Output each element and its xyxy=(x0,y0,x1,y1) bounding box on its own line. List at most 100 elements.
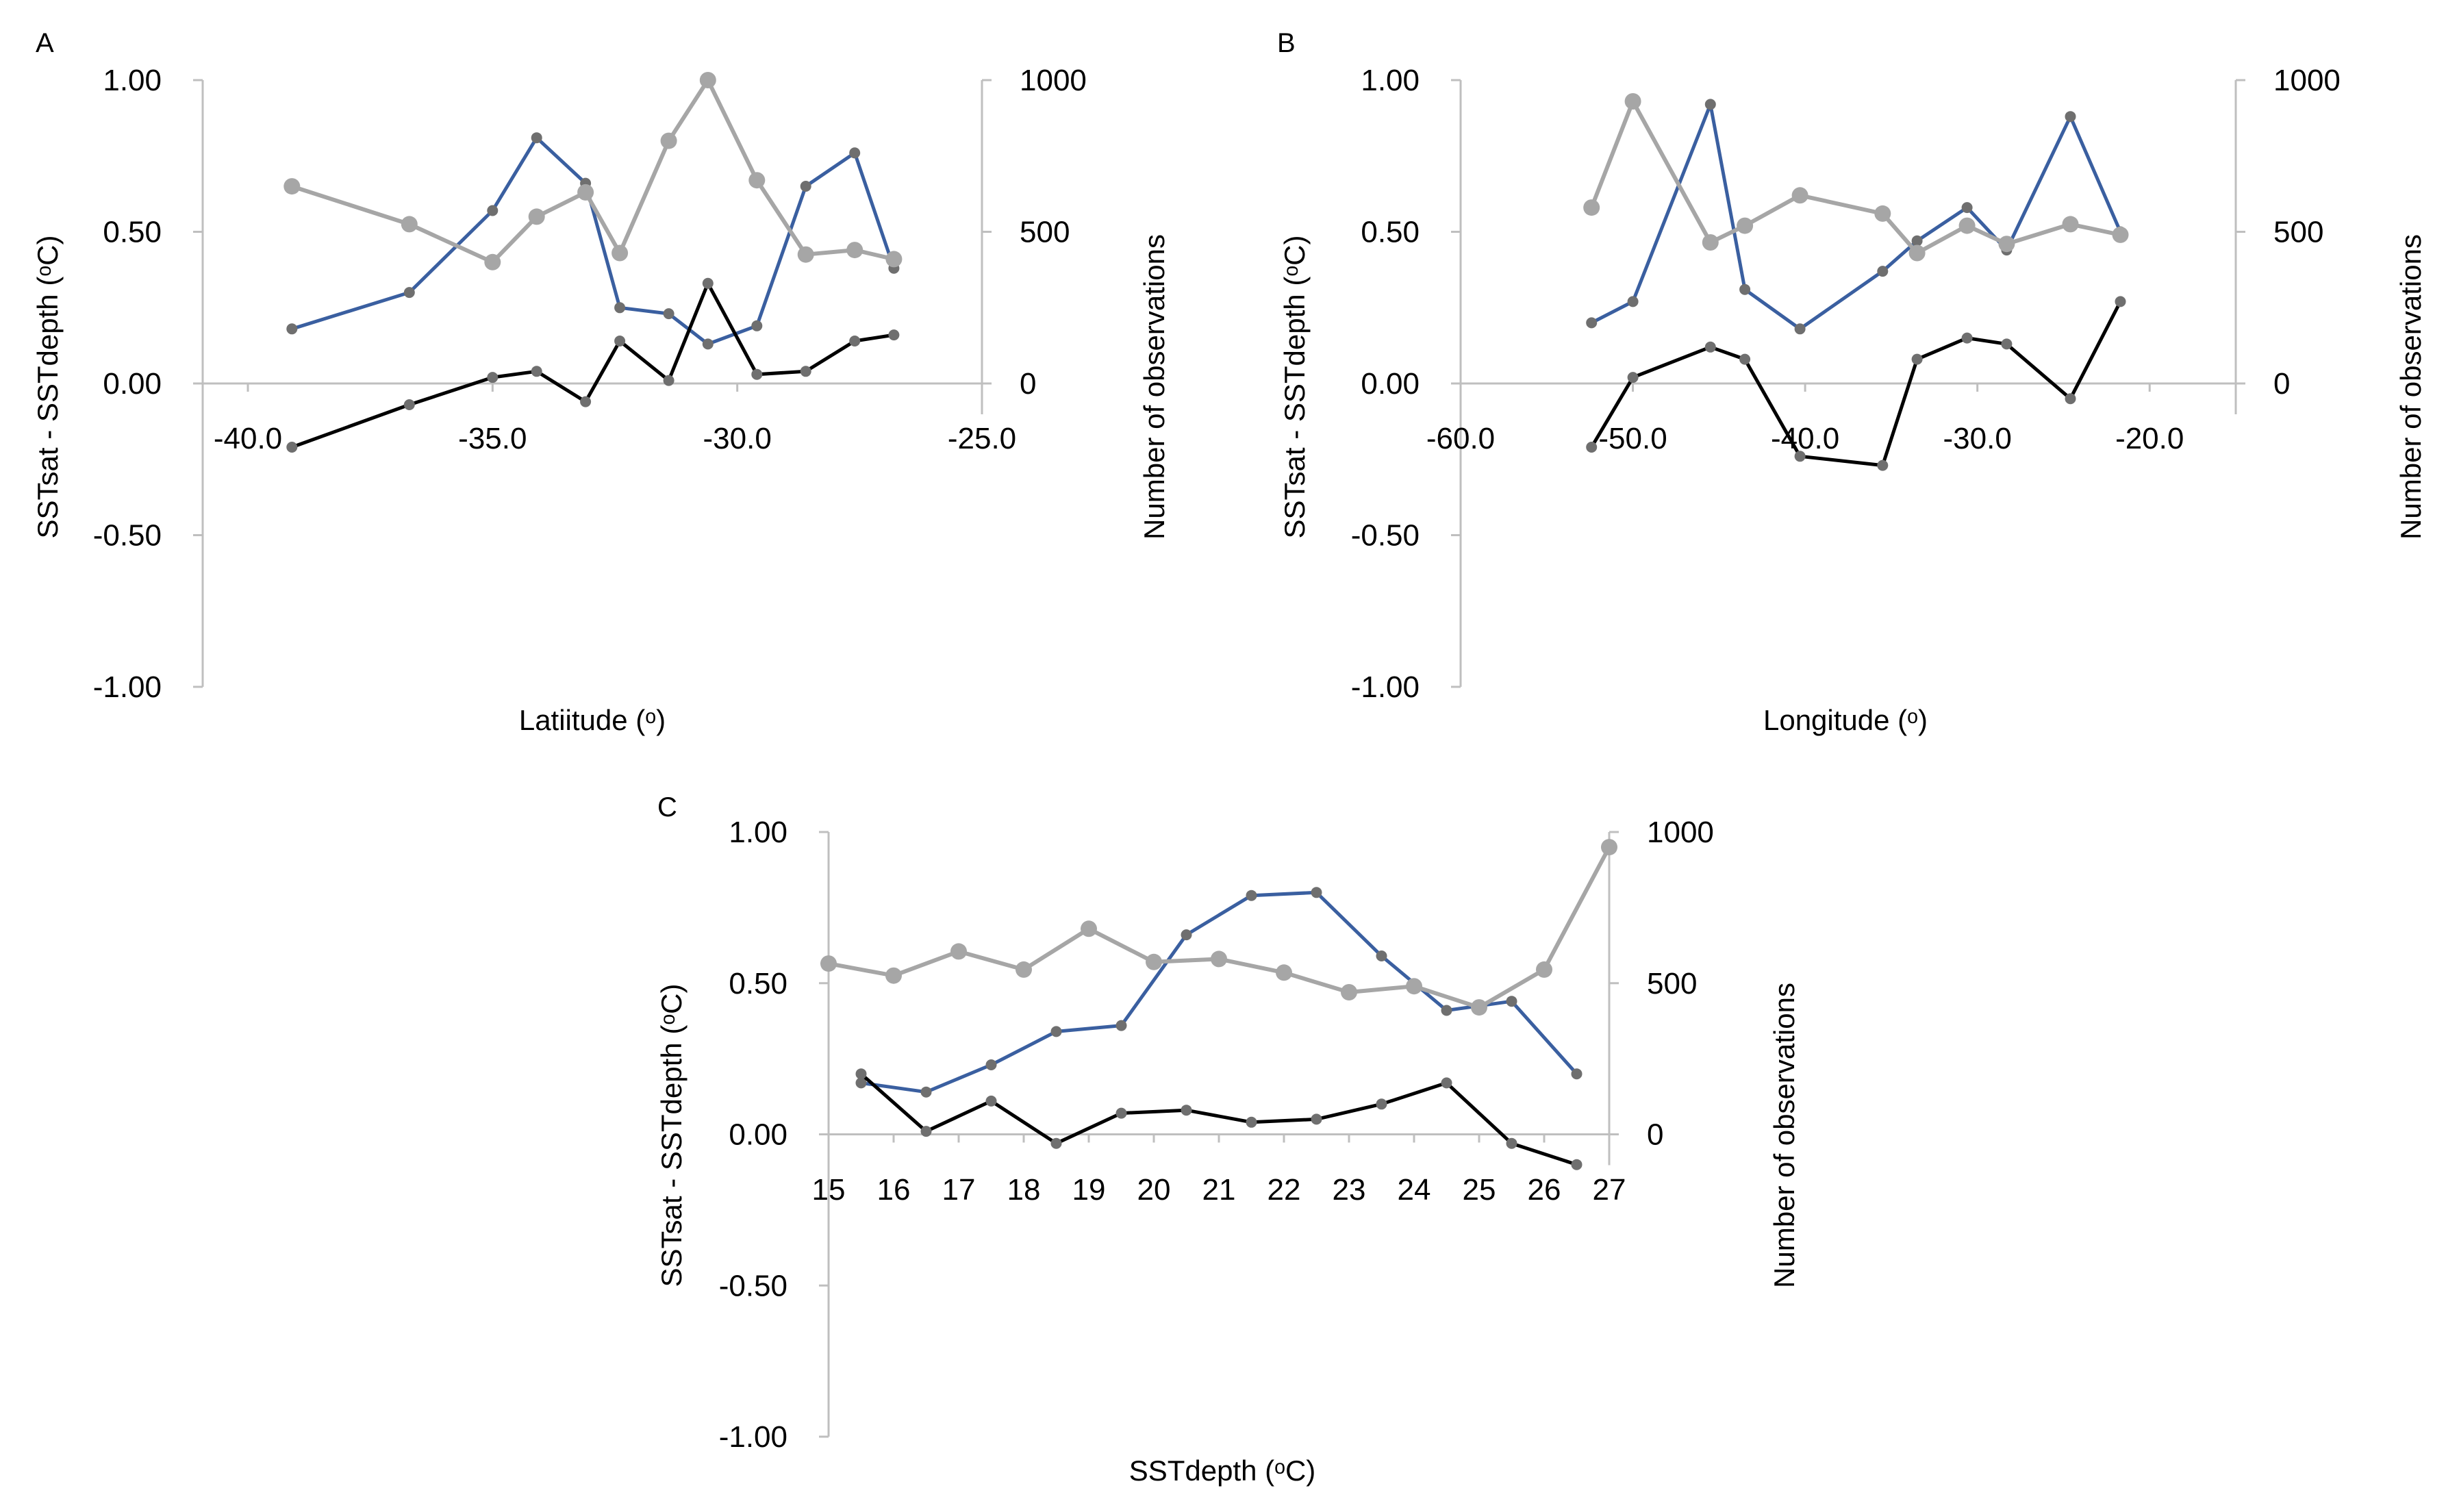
panel-c-right-tick-label: 1000 xyxy=(1647,816,1714,849)
panel-b-series-black-point xyxy=(1739,353,1751,365)
panel-a-x-tick-label: -40.0 xyxy=(214,422,282,455)
panel-c-series-blue-point xyxy=(1181,929,1192,941)
panel-c-series-black-point xyxy=(1376,1098,1387,1110)
panel-a-series-light-gray-point xyxy=(401,216,418,233)
panel-b-series-blue-point xyxy=(1794,323,1806,335)
panel-c-series-black-point xyxy=(855,1068,867,1080)
panel-b-series-black-point xyxy=(2001,338,2013,350)
panel-c-series-blue-point xyxy=(1246,890,1257,901)
panel-a-ylabel-right: Number of observations xyxy=(1138,234,1170,540)
panel-b-left-tick-label: -1.00 xyxy=(1351,670,1420,704)
panel-c-series-light-gray-point xyxy=(1406,978,1422,995)
panel-b-series-black-point xyxy=(1794,451,1806,462)
panel-a-series-light-gray-point xyxy=(748,172,766,189)
panel-a-left-tick-label: -1.00 xyxy=(93,670,162,704)
panel-c-ylabel-left: SSTsat - SSTdepth (ᵒC) xyxy=(655,984,688,1287)
panel-a-series-black-point xyxy=(663,375,674,386)
panel-b-series-light-gray-point xyxy=(1874,205,1891,222)
panel-c-series-light-gray-point xyxy=(1016,961,1032,978)
panel-a-series-blue-point xyxy=(663,308,674,320)
panel-c-series-light-gray-point xyxy=(950,943,967,960)
panel-c-series-black-point xyxy=(985,1095,997,1107)
panel-a-series-black-point xyxy=(286,442,298,453)
panel-c-series-light-gray-point xyxy=(1601,839,1617,856)
panel-b-series-light-gray-point xyxy=(2112,226,2129,243)
panel-a-right-tick-label: 0 xyxy=(1020,367,1036,401)
panel-c-x-tick-label: 26 xyxy=(1528,1173,1561,1207)
panel-b-series-black-point xyxy=(2065,393,2076,405)
panel-b-series-black-point xyxy=(1586,442,1598,453)
panel-c-series-black-point xyxy=(1506,1137,1517,1149)
panel-a-series-light-gray-point xyxy=(846,242,863,259)
panel-b-x-tick-label: -50.0 xyxy=(1598,422,1667,455)
panel-c-x-tick-label: 22 xyxy=(1268,1173,1301,1207)
panel-c-series-blue-point xyxy=(1311,887,1322,898)
panel-c-series-black-point xyxy=(1181,1105,1192,1116)
panel-c-x-tick-label: 20 xyxy=(1137,1173,1171,1207)
panel-b-series-light-gray-point xyxy=(1624,93,1641,110)
panel-c-series-light-gray-point xyxy=(885,967,902,984)
panel-a-series-blue-point xyxy=(751,320,763,331)
panel-a-x-tick-label: -35.0 xyxy=(458,422,527,455)
panel-b-x-tick-label: -20.0 xyxy=(2115,422,2184,455)
panel-c-series-blue-point xyxy=(1441,1005,1452,1016)
panel-c-series-light-gray-point xyxy=(1341,984,1357,1000)
panel-b-series-blue-point xyxy=(2065,111,2076,123)
panel-a-right-tick-label: 1000 xyxy=(1020,64,1087,97)
panel-c-x-tick-label: 16 xyxy=(877,1173,911,1207)
panel-a-series-black-point xyxy=(702,277,714,289)
panel-b-plot: 1.00 0.50 0.00 -0.50 -1.00 1000 500 0 -60.0 -50.0… xyxy=(1351,64,2341,704)
panel-a-left-tick-label: 0.50 xyxy=(103,216,162,249)
panel-c-series-blue-point xyxy=(1506,996,1517,1007)
panel-a-series-black-point xyxy=(487,372,499,383)
panel-b-series-light-gray-point xyxy=(1791,187,1808,204)
panel-b-ylabel-right: Number of observations xyxy=(2395,234,2427,540)
panel-c-left-tick-label: 0.50 xyxy=(729,967,787,1000)
panel-c-series-light-gray-point xyxy=(1211,950,1227,968)
panel-c-series-light-gray-point xyxy=(1471,999,1487,1016)
panel-a-series-light-gray-point xyxy=(885,251,903,268)
panel-a-series-light-gray-point xyxy=(528,208,545,225)
panel-c-x-tick-label: 19 xyxy=(1072,1173,1106,1207)
panel-c-series-black-point xyxy=(920,1126,932,1137)
panel-b-ylabel-left: SSTsat - SSTdepth (ᵒC) xyxy=(1278,236,1311,539)
panel-a-label: A xyxy=(36,28,54,58)
panel-c-right-tick-label: 500 xyxy=(1647,967,1697,1000)
panel-b-x-tick-label: -30.0 xyxy=(1943,422,2012,455)
panel-a-series-light-gray-point xyxy=(283,178,301,195)
panel-b-series-blue-point xyxy=(1586,317,1598,329)
panel-b-series-black-point xyxy=(1877,459,1889,471)
panel-a-series-blue-point xyxy=(403,287,415,299)
panel-c-series-black-point xyxy=(1441,1077,1452,1089)
panel-b-series-light-gray-point xyxy=(1958,217,1976,234)
panel-a-ylabel-left: SSTsat - SSTdepth (ᵒC) xyxy=(31,236,64,539)
panel-a-series-blue-line xyxy=(291,136,896,346)
panel-c-x-tick-label: 25 xyxy=(1463,1173,1496,1207)
panel-b-series-light-gray-point xyxy=(1998,236,2015,253)
panel-c-label: C xyxy=(657,792,677,822)
panel-c-series-blue-point xyxy=(1376,950,1387,961)
panel-c-x-tick-label: 23 xyxy=(1333,1173,1366,1207)
panel-b-series-light-gray-point xyxy=(1908,244,1926,262)
panel-b-label: B xyxy=(1277,28,1296,58)
panel-b-series-black-point xyxy=(1911,353,1923,365)
panel-c-x-tick-label: 18 xyxy=(1007,1173,1041,1207)
panel-b-series-blue-point xyxy=(1627,296,1639,307)
panel-a-series-blue-point xyxy=(487,205,499,216)
panel-a-series-black-point xyxy=(800,366,811,377)
panel-b-right-tick-label: 500 xyxy=(2273,216,2323,249)
panel-c-x-tick-label: 27 xyxy=(1593,1173,1626,1207)
panel-a-plot: 1.00 0.50 0.00 -0.50 -1.00 1000 500 0 -40.0 -35.0… xyxy=(93,64,1087,704)
panel-c-series-blue-line xyxy=(861,890,1578,1094)
panel-a-x-tick-label: -30.0 xyxy=(703,422,772,455)
panel-b-x-tick-label: -40.0 xyxy=(1771,422,1839,455)
panel-a-series-blue-point xyxy=(800,181,811,192)
panel-b-left-tick-label: -0.50 xyxy=(1351,519,1420,553)
panel-b-series-light-gray-point xyxy=(1737,217,1754,234)
panel-c-series-black-point xyxy=(1050,1137,1062,1149)
panel-c-left-tick-label: -1.00 xyxy=(719,1420,787,1454)
panel-c-series-light-gray-point xyxy=(1146,953,1162,970)
panel-b-series-blue-point xyxy=(1877,266,1889,277)
panel-b-series-black-point xyxy=(1627,372,1639,383)
panel-b-left-tick-label: 1.00 xyxy=(1361,64,1420,97)
